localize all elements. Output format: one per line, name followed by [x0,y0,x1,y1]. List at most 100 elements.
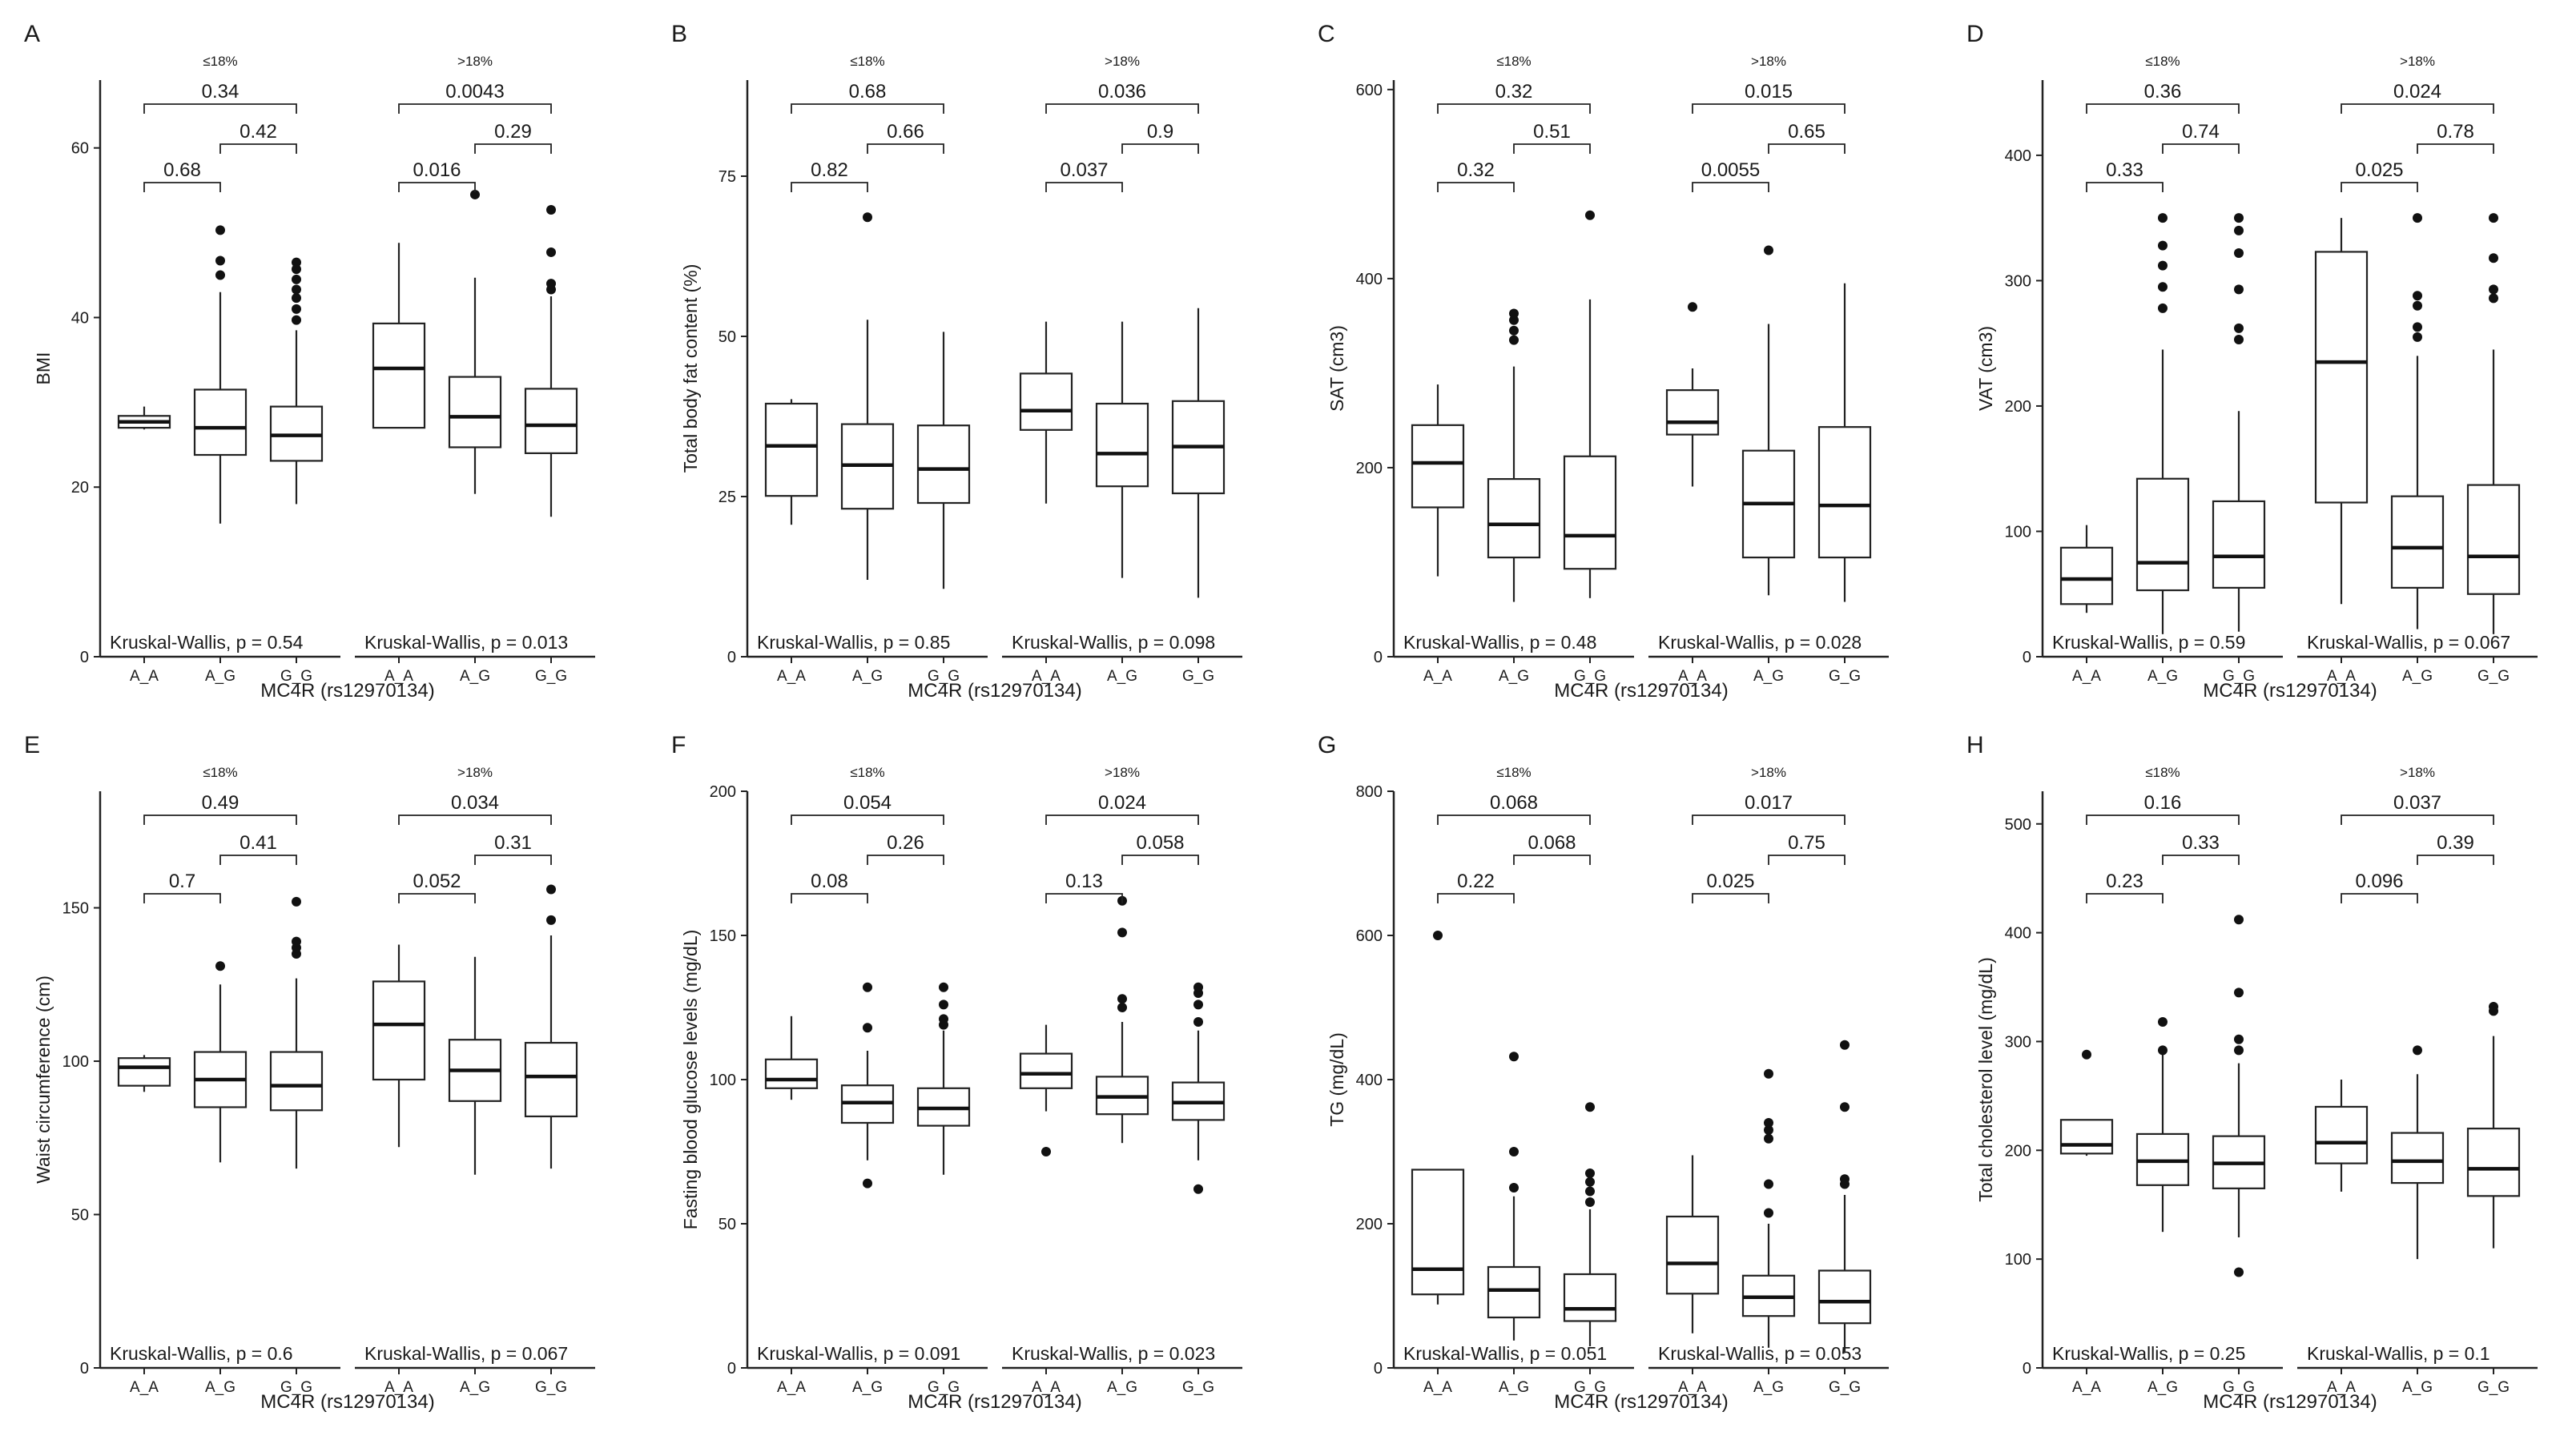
y-tick-label: 50 [718,1216,736,1233]
compare-13-pvalue: 0.054 [843,792,892,814]
y-tick-label: 0 [2023,1360,2031,1378]
box-a_a [1411,931,1465,1305]
outlier-point [2234,323,2244,333]
box-g_g [2212,213,2266,632]
x-tick-label: A_G [205,668,235,685]
box-iqr [916,424,971,505]
box-a_g [1487,1052,1541,1341]
compare-12-bracket [398,182,476,192]
x-tick-label: A_A [2327,668,2356,685]
x-tick-label: A_G [1499,1379,1529,1396]
kruskal-wallis-label: Kruskal-Wallis, p = 0.091 [757,1343,960,1364]
compare-12-bracket [143,182,221,192]
outlier-point [2082,1049,2091,1060]
kruskal-wallis-label: Kruskal-Wallis, p = 0.051 [1403,1343,1607,1364]
panel-g-y-label: TG (mg/dL) [1326,1032,1347,1127]
box-a_g [840,212,895,580]
outlier-point [863,1023,872,1033]
box-a_g [448,189,502,494]
compare-23-bracket [2417,143,2494,154]
compare-23-pvalue: 0.66 [887,121,924,143]
compare-13-pvalue: 0.017 [1745,792,1793,814]
x-tick-label: A_A [1032,1379,1061,1396]
box-g_g [524,205,578,517]
compare-23-pvalue: 0.41 [239,832,277,854]
y-tick-label: 600 [1356,927,1383,945]
outlier-point [1509,1183,1519,1193]
panel-e-y-label: Waist circumference (cm) [33,975,54,1184]
compare-23-bracket [474,143,552,154]
facet-label: >18% [457,765,493,780]
x-tick-label: G_G [280,668,312,685]
box-g_g [1563,210,1617,598]
box-iqr [2314,251,2369,504]
x-tick-label: A_A [384,668,413,685]
panel-g-letter: G [1318,732,1336,758]
compare-13-bracket [2086,814,2240,825]
y-tick-label: 40 [71,309,89,327]
compare-13-bracket [791,814,944,825]
outlier-point [546,915,556,925]
outlier-point [1585,1186,1595,1197]
compare-13-pvalue: 0.034 [451,792,499,814]
panel-d-facet-2: >18% A_A A_G G_G 0.024 0.78 0.025 Kruskal-Walli… [2297,54,2538,685]
box-a_a [372,243,426,429]
facet-label: ≤18% [850,765,884,780]
x-tick-label: G_G [928,668,960,685]
kruskal-wallis-label: Kruskal-Wallis, p = 0.85 [757,632,950,653]
compare-23-bracket [474,855,552,865]
outlier-point [1585,210,1595,220]
panel-f-x-label: MC4R (rs12970134) [908,1391,1081,1413]
compare-13-bracket [2086,103,2240,114]
compare-23-pvalue: 0.9 [1147,121,1173,143]
box-g_g [916,982,971,1175]
x-tick-label: G_G [1182,1379,1214,1396]
box-iqr [1411,424,1465,509]
compare-23-bracket [1121,855,1199,865]
y-tick-label: 0 [727,1360,736,1378]
box-a_a [2314,1080,2369,1192]
panel-e-facet-2: >18% A_A A_G G_G 0.034 0.31 0.052 Kruskal-Walli… [355,765,595,1396]
compare-13-pvalue: 0.16 [2144,792,2182,814]
y-tick-label: 0 [1374,649,1383,666]
compare-12-bracket [2341,182,2418,192]
box-a_a [764,1016,819,1100]
box-g_g [1817,283,1872,602]
box-g_g [1171,308,1226,598]
panel-h-letter: H [1966,732,1984,758]
facet-label: >18% [457,54,493,69]
panel-a-y-label: BMI [33,352,54,385]
box-a_g [1095,321,1149,578]
x-tick-label: G_G [2477,1379,2510,1396]
compare-23-bracket [1768,855,1846,865]
outlier-point [1764,1179,1773,1189]
compare-12-pvalue: 0.052 [413,871,461,892]
box-iqr [1665,1215,1720,1295]
compare-23-pvalue: 0.65 [1788,121,1825,143]
outlier-point [215,225,225,235]
outlier-point [1117,1003,1127,1012]
x-tick-label: A_A [384,1379,413,1396]
compare-12-bracket [1692,893,1769,903]
x-tick-label: A_A [1423,668,1452,685]
y-tick-label: 100 [2005,523,2031,541]
compare-12-pvalue: 0.025 [2355,159,2403,181]
y-tick-label: 200 [710,783,736,801]
compare-23-bracket [1513,143,1591,154]
compare-12-bracket [2086,893,2164,903]
y-tick-label: 500 [2005,816,2031,834]
compare-12-pvalue: 0.7 [169,871,195,892]
outlier-point [2413,322,2422,332]
x-tick-label: G_G [1574,1379,1606,1396]
box-a_g [1095,895,1149,1144]
y-tick-label: 100 [62,1053,89,1071]
outlier-point [1764,245,1773,255]
facet-label: ≤18% [1496,765,1531,780]
compare-13-pvalue: 0.0043 [445,81,504,103]
panel-f-facet-1: ≤18% A_A A_G G_G 0.054 0.26 0.08 Kruskal-Wallis… [747,765,988,1396]
box-g_g [2466,213,2521,634]
x-tick-label: G_G [1829,668,1861,685]
x-tick-label: A_G [2147,668,2178,685]
x-tick-label: A_A [130,1379,159,1396]
panel-e-facet-1: ≤18% A_A A_G G_G 0.490.41 0.7 Kruskal-Wallis, … [100,765,340,1396]
